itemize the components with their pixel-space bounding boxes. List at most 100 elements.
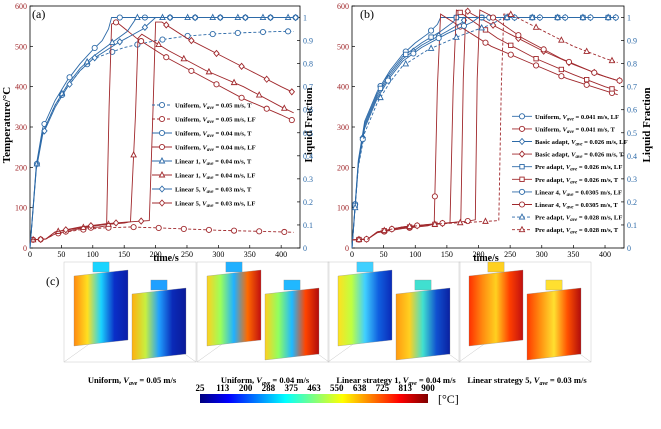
panel-a-series-marker: [256, 228, 263, 235]
panel-b-ytick-left-label: 500: [337, 42, 349, 51]
panel-b-legend-name: Pre adapt,: [535, 177, 566, 184]
case-wireframe: [458, 341, 488, 363]
panel-b-legend-v: V: [562, 189, 567, 196]
panel-a-xtick-label: 50: [57, 250, 65, 259]
case-label-rest: = 0.05 m/s: [137, 375, 177, 385]
panel-b-ytick-right-label: 0.9: [627, 37, 637, 46]
panel-b-series-marker: [554, 13, 561, 20]
panel-b-xtick-label: 150: [441, 250, 453, 259]
panel-b-ytick-left-label: 200: [337, 163, 349, 172]
panel-a-series-marker: [231, 227, 238, 234]
panel-a-legend-v: V: [202, 173, 207, 180]
case-wireframe: [327, 341, 357, 363]
panel-b-series-marker: [428, 27, 435, 34]
panel-b-legend-label: Pre adapt, Vave = 0.028 m/s, LF: [535, 215, 622, 224]
panel-b-series-marker: [410, 50, 417, 57]
panel-b-series-marker: [482, 217, 489, 224]
panel-b-legend-sub: ave: [570, 218, 578, 223]
panel-b-legend-v: V: [562, 126, 567, 133]
panel-a-xtick-label: 300: [212, 250, 224, 259]
panel-a-ytick-left-label: 400: [15, 83, 27, 92]
panel-b-legend-name: Pre adapt,: [535, 227, 566, 234]
cell-tab: [545, 279, 563, 291]
panel-a-legend-marker: [158, 171, 166, 178]
panel-b-xtick-label: 50: [380, 250, 388, 259]
panel-b-ytick-left-label: 100: [337, 204, 349, 213]
panel-b-series-marker: [609, 86, 615, 92]
panel-b: (b) Liquid Fraction time/s 0 50 100 150 200 2…: [337, 2, 653, 264]
panel-a-series-marker: [112, 219, 120, 227]
panel-a-ytick-right-label: 0.5: [303, 129, 313, 138]
panel-a-ytick-left-label: 200: [15, 163, 27, 172]
case-label-name: Uniform,: [88, 375, 123, 385]
panel-b-series-marker: [604, 13, 612, 20]
case-label-name: Linear strategy 5,: [467, 375, 533, 385]
panel-a-legend-sub: ave: [207, 106, 215, 111]
panel-a-legend-sub: ave: [207, 162, 215, 167]
panel-b-ytick-left-label: 600: [337, 2, 349, 11]
panel-b-legend-rest: = 0.026 m/s, T: [577, 177, 619, 184]
panel-b-legend-sub: ave: [567, 130, 575, 135]
panel-b-series-marker: [503, 13, 511, 20]
cell-face: [73, 269, 129, 347]
panel-b-series-marker: [540, 46, 547, 53]
case-label-rest: = 0.03 m/s: [548, 375, 588, 385]
panel-a-series-marker: [137, 217, 145, 225]
panel-a-series-marker: [284, 13, 292, 20]
battery-case: [458, 261, 592, 363]
panel-a-ytick-right-label: 0.1: [303, 221, 313, 230]
panel-a-ytick-right-label: 0.4: [303, 152, 313, 161]
panel-b-xlabel: time/s: [473, 253, 499, 264]
panel-a-series-marker: [91, 44, 98, 51]
panel-a-legend-label: Linear 1, Vave = 0.04 m/s, T: [175, 159, 252, 168]
panel-b-legend-label: Basic adapt, Vave = 0.026 m/s, T: [535, 152, 624, 161]
panel-b-legend-marker: [518, 150, 526, 158]
panel-b-legend-v: V: [566, 177, 571, 184]
panel-a-series-marker: [166, 13, 174, 22]
panel-a-legend-sub: ave: [207, 190, 215, 195]
panel-b-ytick-right-label: 0.3: [627, 175, 637, 184]
cell-tab: [225, 261, 243, 273]
panel-a-ytick-right-label: 0.7: [303, 83, 313, 92]
case-wireframe: [63, 261, 197, 363]
panel-a-series-marker: [180, 54, 188, 62]
panel-a-legend-rest: = 0.04 m/s, T: [214, 159, 252, 166]
panel-a-ytick-right-label: 0.8: [303, 60, 313, 69]
panel-a-series-marker: [91, 54, 98, 62]
panel-b-legend-label: Pre adapt, Vave = 0.028 m/s, T: [535, 227, 619, 236]
panel-a-legend-name: Uniform,: [175, 103, 202, 110]
colorbar-tick-label: 25: [196, 383, 206, 393]
case-label-v: V: [123, 375, 130, 385]
panel-b-series-marker: [583, 47, 591, 54]
case-wireframe: [63, 341, 93, 363]
panel-a-legend-marker: [158, 129, 166, 137]
panel-a-legend-name: Uniform,: [175, 145, 202, 152]
panel-a-series-marker: [184, 13, 191, 20]
panel-b-legend-label: Uniform, Vave = 0.041 m/s, T: [535, 126, 615, 135]
cell-face: [131, 287, 187, 361]
panel-a-series-marker: [281, 228, 288, 236]
panel-b-series-marker: [558, 36, 565, 43]
panel-a-series-marker: [288, 88, 296, 96]
panel-b-legend-sub: ave: [576, 155, 584, 160]
panel-a-ytick-right-label: 0.6: [303, 106, 313, 115]
panel-b-legend-sub: ave: [567, 117, 575, 122]
panel-b-series-marker: [608, 56, 616, 64]
panel-a-ytick-right-label: 0.9: [303, 37, 313, 46]
cell-tab: [283, 279, 301, 291]
panel-b-series-marker: [533, 56, 539, 62]
panel-b-series-marker: [457, 9, 463, 16]
panel-b-legend-name: Linear 4,: [535, 189, 562, 196]
case-wireframe: [327, 261, 461, 363]
panel-b-series-marker: [482, 39, 489, 46]
panel-a-legend-v: V: [202, 131, 207, 138]
panel-a-legend-rest: = 0.05 m/s, LF: [214, 117, 256, 124]
panel-a-series-marker: [205, 67, 213, 75]
panel-a-series-marker: [280, 104, 288, 111]
panel-b-ylabel-right: Liquid Fraction: [641, 88, 653, 163]
panel-b-legend-label: Linear 4, Vave = 0.0305 m/s, LF: [535, 189, 622, 198]
cell-face: [337, 269, 393, 347]
panel-b-series-marker: [579, 13, 587, 20]
panel-a-legend-rest: = 0.05 m/s, T: [214, 103, 252, 110]
panel-b-xtick-label: 0: [350, 250, 354, 259]
